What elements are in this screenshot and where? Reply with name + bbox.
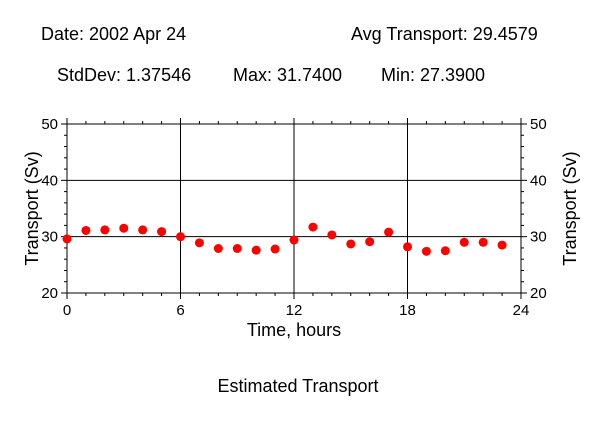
data-point [421, 246, 431, 256]
data-point [478, 237, 488, 247]
y-tick-label-left: 40 [41, 172, 58, 189]
data-point [346, 239, 356, 249]
data-point [270, 244, 280, 254]
y-tick-label-right: 30 [530, 229, 547, 246]
data-point [157, 227, 167, 237]
x-tick-label: 18 [399, 302, 416, 319]
y-tick-label-left: 20 [41, 285, 58, 302]
data-point [232, 243, 242, 253]
y-tick-label-right: 40 [530, 172, 547, 189]
avg-transport-label: Avg Transport: 29.4579 [351, 24, 538, 44]
data-point [440, 246, 450, 256]
data-point [100, 225, 110, 235]
axis-ticks [61, 118, 527, 299]
chart-caption: Estimated Transport [217, 376, 379, 396]
max-label: Max: 31.7400 [233, 65, 343, 85]
data-point [81, 225, 91, 235]
stddev-label: StdDev: 1.37546 [57, 65, 192, 85]
y-tick-label-right: 20 [530, 285, 547, 302]
x-tick-label: 12 [286, 302, 303, 319]
data-point [384, 227, 394, 237]
data-point [251, 245, 261, 255]
data-point [62, 234, 72, 244]
x-axis-label: Time, hours [247, 320, 341, 340]
data-point [176, 232, 185, 242]
y-tick-label-right: 50 [530, 116, 547, 133]
y-axis-label-left: Transport (Sv) [22, 151, 42, 265]
y-axis-label-right: Transport (Sv) [560, 151, 580, 265]
y-tick-label-left: 30 [41, 229, 58, 246]
grid-lines [67, 124, 521, 293]
data-point [497, 240, 507, 250]
data-point [194, 238, 204, 248]
data-points [62, 222, 507, 256]
data-point [289, 235, 299, 245]
data-point [213, 243, 223, 253]
data-point [327, 230, 337, 240]
data-point [403, 242, 412, 252]
date-label: Date: 2002 Apr 24 [41, 24, 187, 44]
data-point [308, 222, 318, 232]
y-tick-label-left: 50 [41, 116, 58, 133]
data-point [119, 223, 129, 233]
x-tick-label: 24 [513, 302, 530, 319]
x-tick-label: 6 [176, 302, 184, 319]
data-point [365, 237, 375, 247]
data-point [459, 237, 469, 247]
x-tick-label: 0 [63, 302, 71, 319]
min-label: Min: 27.3900 [381, 65, 486, 85]
data-point [138, 225, 148, 235]
